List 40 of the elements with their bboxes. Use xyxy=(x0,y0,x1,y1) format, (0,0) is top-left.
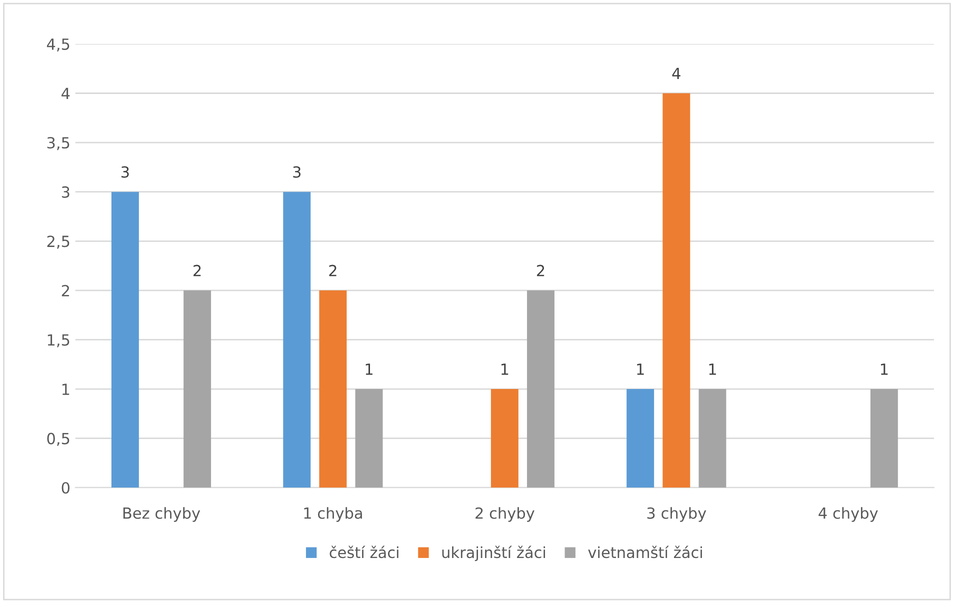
bar xyxy=(526,290,554,488)
x-tick-label: 3 chyby xyxy=(647,507,706,522)
x-tick-label: Bez chyby xyxy=(123,507,200,522)
data-label: 2 xyxy=(536,264,544,276)
bar xyxy=(184,290,212,488)
data-label: 1 xyxy=(709,364,716,375)
y-tick-label: 2,5 xyxy=(47,236,70,249)
y-tick-label: 2 xyxy=(62,284,69,296)
bar xyxy=(319,290,347,488)
x-tick-label: 1 chyba xyxy=(304,507,362,522)
bar xyxy=(626,389,654,488)
data-label: 4 xyxy=(672,68,680,79)
bar xyxy=(355,389,383,488)
legend-label: ukrajinští žáci xyxy=(442,546,546,562)
data-label: 1 xyxy=(366,364,372,375)
y-tick-label: 1,5 xyxy=(48,334,70,348)
data-label: 1 xyxy=(501,364,508,375)
legend-label: vietnamští žáci xyxy=(588,546,702,558)
y-tick-label: 0 xyxy=(62,482,70,494)
data-label: 2 xyxy=(329,264,336,276)
y-tick-label: 0,5 xyxy=(47,432,70,446)
bar xyxy=(662,93,690,488)
x-tick-label: 2 chyby xyxy=(476,507,534,522)
y-tick-label: 4,5 xyxy=(46,38,70,52)
y-tick-label: 3 xyxy=(62,186,70,198)
x-tick-label: 4 chyby xyxy=(818,507,878,522)
data-label: 1 xyxy=(880,364,888,375)
bar xyxy=(490,389,518,488)
y-tick-label: 3,5 xyxy=(47,137,70,150)
y-tick-label: 1 xyxy=(62,384,70,395)
data-label: 2 xyxy=(194,264,201,276)
legend-label: čeští žáci xyxy=(330,546,398,558)
data-label: 3 xyxy=(293,166,301,178)
data-label: 1 xyxy=(637,364,644,375)
bar xyxy=(698,389,726,488)
bar xyxy=(870,389,898,488)
bar xyxy=(111,192,139,488)
y-tick-label: 4 xyxy=(62,88,70,100)
bar xyxy=(283,192,311,488)
data-label: 3 xyxy=(121,166,129,178)
